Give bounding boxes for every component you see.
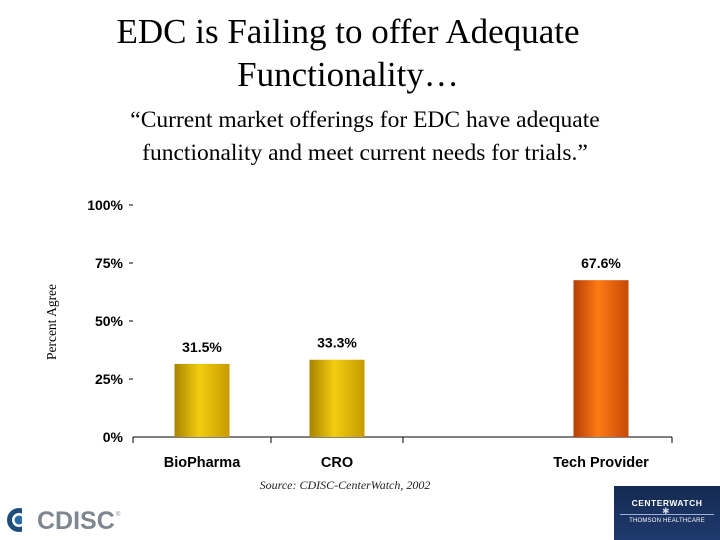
centerwatch-logo: CENTERWATCH ✱ THOMSON HEALTHCARE xyxy=(614,486,720,540)
data-label: 31.5% xyxy=(182,339,222,355)
bar-tech-provider xyxy=(573,280,629,437)
slide-title: EDC is Failing to offer Adequate Functio… xyxy=(0,10,696,96)
y-tick-label: 25% xyxy=(95,371,124,387)
centerwatch-wordmark: CENTERWATCH xyxy=(631,498,703,508)
slide-title-line1: EDC is Failing to offer Adequate xyxy=(116,12,580,51)
bar-cro xyxy=(309,359,365,437)
x-tick-label: Tech Provider xyxy=(553,455,649,471)
y-tick-label: 75% xyxy=(95,255,124,271)
cdisc-wordmark: CDISC xyxy=(37,507,115,535)
slide-subtitle: “Current market offerings for EDC have a… xyxy=(0,104,720,170)
slide-title-line2: Functionality… xyxy=(237,55,459,94)
star-icon: ✱ xyxy=(662,506,670,516)
cdisc-mark-icon xyxy=(7,508,32,532)
cdisc-logo: CDISC ® xyxy=(7,507,121,535)
y-tick-label: 0% xyxy=(103,429,124,445)
source-note: Source: CDISC-CenterWatch, 2002 xyxy=(259,478,431,492)
y-tick-label: 50% xyxy=(95,313,124,329)
x-tick-label: BioPharma xyxy=(164,455,241,471)
data-label: 33.3% xyxy=(317,335,357,351)
centerwatch-divider xyxy=(620,514,714,515)
slide-subtitle-line1: “Current market offerings for EDC have a… xyxy=(130,107,600,133)
centerwatch-subtext: THOMSON HEALTHCARE xyxy=(629,518,705,524)
slide-subtitle-line2: functionality and meet current needs for… xyxy=(142,140,588,166)
y-tick-label: 100% xyxy=(87,197,123,213)
bar-biopharma xyxy=(174,363,230,437)
data-label: 67.6% xyxy=(581,255,621,271)
cdisc-registered-mark: ® xyxy=(116,511,121,518)
x-tick-label: CRO xyxy=(321,455,353,471)
